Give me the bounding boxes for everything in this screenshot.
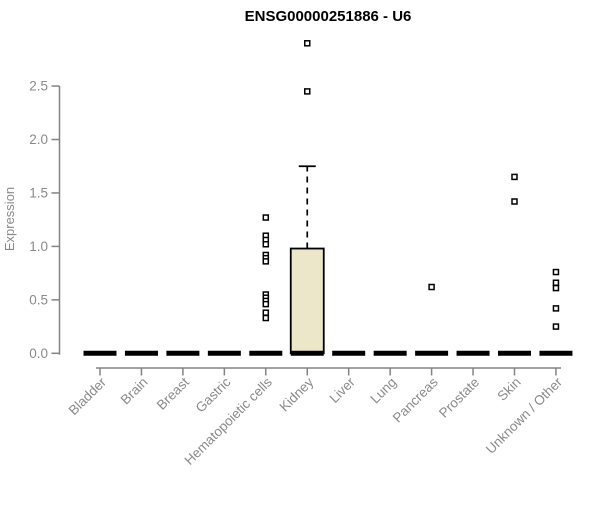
outlier-point — [428, 283, 435, 291]
category-label: Gastric — [193, 374, 234, 415]
chart-title: ENSG00000251886 - U6 — [245, 8, 412, 25]
y-tick-label: 0.0 — [29, 346, 48, 361]
outlier-point — [304, 40, 311, 47]
outlier-point — [511, 198, 518, 205]
outlier-point — [511, 173, 518, 181]
y-tick-label: 2.5 — [29, 79, 48, 94]
y-tick-label: 1.5 — [29, 185, 48, 200]
outlier-point — [552, 305, 560, 312]
y-tick-label: 2.0 — [29, 132, 48, 147]
outlier-point — [262, 314, 270, 322]
category-label: Kidney — [277, 374, 317, 414]
outlier-point — [552, 279, 560, 286]
outlier-point — [552, 284, 560, 292]
y-tick-label: 0.5 — [29, 292, 48, 307]
category-label: Brain — [118, 375, 151, 408]
category-label: Pancreas — [390, 374, 441, 425]
outlier-point — [262, 258, 270, 265]
outlier-point — [262, 300, 270, 308]
outlier-point — [552, 268, 560, 276]
outlier-point — [304, 88, 311, 95]
outlier-point — [262, 214, 270, 221]
category-label: Lung — [367, 375, 399, 407]
category-label: Breast — [154, 374, 192, 412]
box-rect — [289, 247, 325, 355]
y-tick-label: 1.0 — [29, 239, 48, 254]
category-label: Prostate — [436, 375, 482, 421]
outlier-point — [262, 241, 270, 248]
y-axis-title: Expression — [2, 187, 17, 251]
category-label: Liver — [327, 374, 359, 406]
outlier-point — [552, 323, 560, 330]
category-label: Unknown / Other — [483, 374, 566, 457]
category-label: Skin — [494, 375, 523, 404]
outlier-point — [262, 309, 270, 316]
category-label: Bladder — [66, 374, 110, 418]
